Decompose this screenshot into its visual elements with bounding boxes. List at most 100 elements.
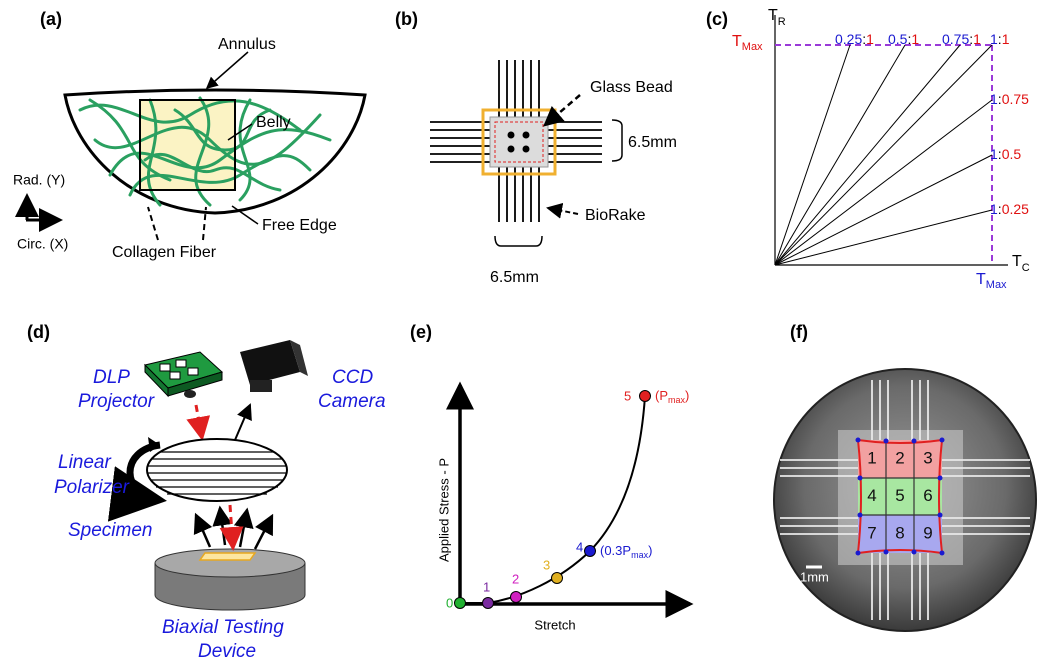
scale-label: 1mm xyxy=(800,569,829,584)
panel-e: (e) Applied Stress - P Stretch 01234(0.3… xyxy=(410,322,690,633)
panel-d-ellipse xyxy=(147,439,287,501)
cell-label: 3 xyxy=(923,448,932,467)
y-axis-label: Applied Stress - P xyxy=(436,458,451,562)
base: T xyxy=(976,271,986,288)
sub: Max xyxy=(986,279,1007,291)
panel-c-g-line xyxy=(775,45,850,265)
panel-d-rect xyxy=(176,360,186,367)
point-label: 1 xyxy=(483,579,490,594)
radial-part: 1 xyxy=(973,31,981,47)
ratio-label: 0.25:1 xyxy=(835,31,874,47)
panel-f-g-circle xyxy=(884,550,889,555)
radial-axis-label: Rad. (Y) xyxy=(13,172,65,188)
panel-label: (a) xyxy=(40,9,62,29)
panel-f-g-circle xyxy=(856,438,861,443)
radial-part: 0.25 xyxy=(1002,201,1029,217)
panel-d-path xyxy=(200,553,255,560)
circ-axis-label: Circ. (X) xyxy=(17,236,68,252)
cell-label: 7 xyxy=(867,523,876,542)
free-edge-label: Free Edge xyxy=(262,217,337,234)
circ-part: 1 xyxy=(990,201,998,217)
ratio-label: 1:0.75 xyxy=(990,91,1029,107)
radial-part: 0.75 xyxy=(1002,91,1029,107)
annulus-label: Annulus xyxy=(218,36,276,53)
point-note: (Pmax) xyxy=(655,388,689,405)
point xyxy=(455,598,466,609)
circ-part: 1 xyxy=(990,91,998,107)
projector-label: DLP xyxy=(93,367,130,388)
belly-label: Belly xyxy=(256,114,291,131)
panel-d-path xyxy=(148,437,160,452)
panel-f-g-circle xyxy=(856,551,861,556)
base: T xyxy=(768,7,778,24)
point xyxy=(483,598,494,609)
point xyxy=(511,592,522,603)
panel-b-path xyxy=(495,236,542,246)
camera-label: CCD xyxy=(332,367,373,388)
ratio-label: 1:0.25 xyxy=(990,201,1029,217)
panel-b-circle xyxy=(523,146,530,153)
panel-c-g xyxy=(775,45,992,265)
note-open: (0.3P xyxy=(600,543,631,558)
ratio-label: 1:0.5 xyxy=(990,146,1021,162)
cell-label: 1 xyxy=(867,448,876,467)
circ-part: 0.75 xyxy=(942,31,969,47)
polarizer-label: Linear xyxy=(58,452,111,473)
panel-label: (b) xyxy=(395,9,418,29)
panel-c-g-line xyxy=(775,100,992,265)
panel-b: (b) Glass Bead 6.5mm BioRake 6.5mm xyxy=(395,9,677,286)
panel-c-g-line xyxy=(775,45,992,265)
panel-d-rect xyxy=(250,380,272,392)
camera-label: Camera xyxy=(318,391,386,412)
point-note: (0.3Pmax) xyxy=(600,543,652,560)
radial-part: 1 xyxy=(911,31,919,47)
x-axis-label: TC xyxy=(1012,253,1030,274)
panel-d-line xyxy=(235,405,250,440)
tmax-label: TMax xyxy=(732,33,763,53)
panel-d-rect xyxy=(188,368,198,375)
cell-label: 2 xyxy=(895,448,904,467)
panel-e-path xyxy=(460,396,645,603)
biorake-label: BioRake xyxy=(585,207,646,224)
cell-label: 6 xyxy=(923,486,932,505)
panel-c-g-line xyxy=(775,45,960,265)
panel-d-path xyxy=(240,340,300,385)
point-label: 3 xyxy=(543,557,550,572)
panel-f-g-circle xyxy=(912,439,917,444)
panel-label: (e) xyxy=(410,322,432,342)
panel-b-line xyxy=(548,208,578,214)
radial-part: 0.5 xyxy=(1002,146,1022,162)
polarizer-label: Polarizer xyxy=(54,477,130,498)
panel-d-g-line xyxy=(196,515,210,547)
point-label: 2 xyxy=(512,571,519,586)
point xyxy=(640,391,651,402)
panel-f-g-circle xyxy=(940,438,945,443)
ratio-labels: 0.25:10.5:10.75:11:11:0.751:0.51:0.25 xyxy=(835,31,1029,217)
circ-part: 0.25 xyxy=(835,31,862,47)
point-label: 0 xyxy=(446,595,453,610)
specimen-label: Specimen xyxy=(68,520,153,541)
point xyxy=(585,546,596,557)
point-label: 5 xyxy=(624,388,631,403)
panel-f-g-circle xyxy=(940,551,945,556)
x-axis-label: Stretch xyxy=(534,617,575,632)
panel-f-g-circle xyxy=(938,476,943,481)
panel-d-line xyxy=(230,505,233,548)
base: T xyxy=(732,33,742,50)
panel-label: (d) xyxy=(27,322,50,342)
radial-part: 1 xyxy=(1002,31,1010,47)
panel-a: (a) Annulus Belly Free Edge Collagen Fib… xyxy=(13,9,365,261)
panel-a-line xyxy=(148,207,158,240)
panel-f-g-circle xyxy=(938,513,943,518)
ratio-label: 0.5:1 xyxy=(888,31,919,47)
panel-label: (f) xyxy=(790,322,808,342)
panel-d-ellipse xyxy=(184,390,196,398)
device-label: Biaxial Testing xyxy=(162,617,284,638)
panel-f-g-circle xyxy=(912,550,917,555)
y-axis-label: TR xyxy=(768,7,786,28)
cell-label: 4 xyxy=(867,486,876,505)
circ-part: 0.5 xyxy=(888,31,908,47)
panel-d-g-line xyxy=(240,510,247,547)
panel-d-g-line xyxy=(220,508,225,545)
